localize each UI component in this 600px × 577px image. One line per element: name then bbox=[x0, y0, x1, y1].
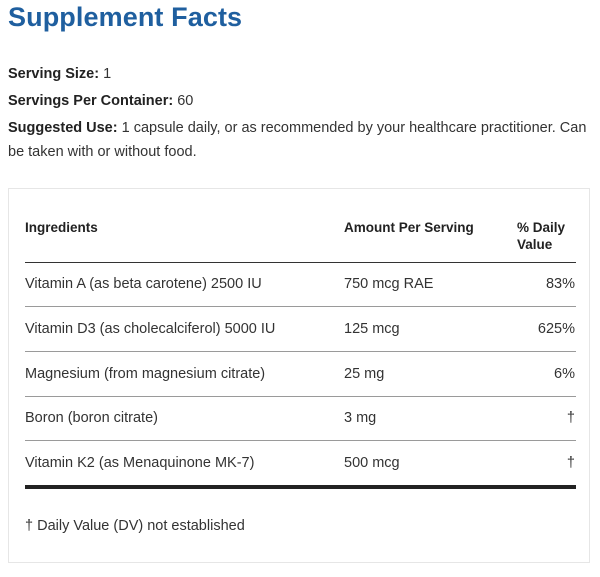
page-title: Supplement Facts bbox=[8, 2, 243, 32]
row-name: Vitamin D3 (as cholecalciferol) 5000 IU bbox=[25, 321, 276, 337]
row-dv: † bbox=[566, 410, 575, 426]
table-bottom-rule bbox=[25, 485, 576, 489]
header-divider bbox=[25, 262, 576, 263]
row-amount: 3 mg bbox=[344, 410, 377, 426]
row-name: Vitamin K2 (as Menaquinone MK-7) bbox=[25, 455, 255, 471]
row-name: Magnesium (from magnesium citrate) bbox=[25, 366, 266, 382]
row-amount: 750 mcg RAE bbox=[344, 276, 434, 292]
row-dv: 6% bbox=[554, 366, 575, 382]
row-dv: 83% bbox=[545, 276, 575, 292]
header-ingredients: Ingredients bbox=[25, 220, 98, 235]
serving-size-label: Serving Size: bbox=[8, 66, 100, 82]
suggested-use: Suggested Use: 1 capsule daily, or as re… bbox=[8, 116, 593, 164]
row-divider bbox=[25, 396, 576, 397]
row-dv: † bbox=[566, 455, 575, 471]
suggested-use-value: 1 capsule daily, or as recommended by yo… bbox=[8, 120, 587, 160]
row-name: Boron (boron citrate) bbox=[25, 410, 158, 426]
servings-per-container: Servings Per Container: 60 bbox=[8, 89, 193, 113]
header-amount: Amount Per Serving bbox=[344, 220, 474, 235]
serving-size-value: 1 bbox=[103, 66, 112, 82]
row-divider bbox=[25, 306, 576, 307]
row-amount: 125 mcg bbox=[344, 321, 400, 337]
footnote: † Daily Value (DV) not established bbox=[25, 518, 245, 534]
row-amount: 25 mg bbox=[344, 366, 385, 382]
row-divider bbox=[25, 351, 576, 352]
servings-per-container-label: Servings Per Container: bbox=[8, 93, 174, 109]
suggested-use-label: Suggested Use: bbox=[8, 120, 118, 136]
row-divider bbox=[25, 440, 576, 441]
row-dv: 625% bbox=[537, 321, 575, 337]
serving-size: Serving Size: 1 bbox=[8, 62, 111, 86]
header-daily-value: % Daily Value bbox=[517, 220, 566, 252]
servings-per-container-value: 60 bbox=[177, 93, 194, 109]
row-name: Vitamin A (as beta carotene) 2500 IU bbox=[25, 276, 262, 292]
row-amount: 500 mcg bbox=[344, 455, 400, 471]
supplement-facts-table: Ingredients Amount Per Serving % Daily V… bbox=[8, 188, 590, 563]
